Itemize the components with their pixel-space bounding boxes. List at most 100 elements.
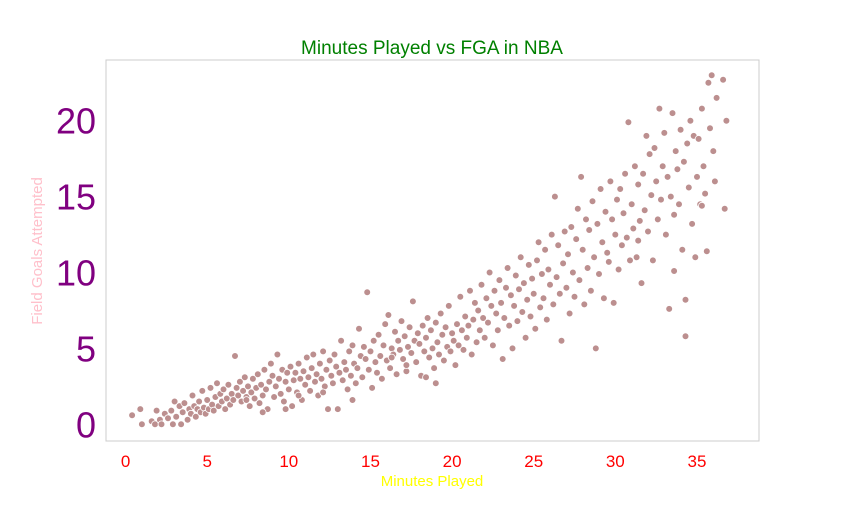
data-point <box>485 268 494 277</box>
data-point <box>665 305 673 313</box>
data-point <box>330 350 339 359</box>
data-point <box>500 314 509 322</box>
data-point <box>539 294 548 303</box>
data-point <box>329 379 337 388</box>
data-point <box>542 315 551 324</box>
data-point <box>312 370 321 379</box>
data-point <box>392 370 401 379</box>
data-point <box>440 356 448 365</box>
plot-frame <box>105 59 760 442</box>
points-layer <box>128 71 731 429</box>
data-point <box>484 318 492 327</box>
data-point <box>570 292 579 301</box>
data-point <box>206 384 215 392</box>
data-point <box>351 379 360 388</box>
data-point <box>188 391 197 400</box>
data-point <box>575 276 584 284</box>
data-point <box>167 406 176 415</box>
x-tick-label: 0 <box>121 452 130 471</box>
data-point <box>178 408 187 417</box>
data-point <box>528 274 536 283</box>
data-point <box>157 420 166 429</box>
data-point <box>438 330 447 339</box>
data-point <box>585 226 593 234</box>
data-point <box>198 387 207 395</box>
data-point <box>250 394 259 403</box>
data-point <box>637 279 646 287</box>
data-point <box>562 283 571 292</box>
data-point <box>324 405 332 413</box>
data-point <box>397 317 406 325</box>
data-point <box>706 124 714 133</box>
data-point <box>369 336 378 345</box>
data-point <box>234 391 243 400</box>
data-point <box>236 377 244 386</box>
data-point <box>302 353 311 362</box>
data-point <box>180 399 189 407</box>
y-tick-label: 0 <box>76 404 96 445</box>
data-point <box>547 230 556 239</box>
data-point <box>418 321 427 330</box>
data-point <box>311 377 319 386</box>
data-point <box>559 259 567 268</box>
data-point <box>666 192 675 201</box>
data-point <box>495 276 504 284</box>
data-point <box>603 249 611 257</box>
data-point <box>347 371 355 380</box>
data-point <box>546 280 554 289</box>
data-point <box>386 364 394 372</box>
data-point <box>640 206 649 215</box>
data-point <box>404 343 412 351</box>
data-point <box>467 350 476 359</box>
data-point <box>693 173 701 181</box>
data-point <box>644 227 652 236</box>
data-point <box>650 144 659 152</box>
data-point <box>435 350 443 359</box>
data-point <box>631 162 639 171</box>
data-point <box>296 374 305 383</box>
data-point <box>360 343 368 351</box>
data-point <box>577 173 585 181</box>
data-point <box>376 352 385 360</box>
data-point <box>368 384 376 392</box>
data-point <box>322 365 331 374</box>
data-point <box>289 376 298 385</box>
data-point <box>464 321 473 330</box>
data-point <box>583 264 592 272</box>
data-point <box>413 329 422 338</box>
data-point <box>518 308 527 316</box>
data-point <box>536 303 544 312</box>
data-point <box>529 289 538 298</box>
y-tick-label: 15 <box>56 177 96 218</box>
data-point <box>668 109 677 117</box>
data-point <box>183 415 192 424</box>
data-point <box>524 261 533 269</box>
data-point <box>441 323 450 332</box>
data-point <box>580 300 589 309</box>
data-point <box>281 377 290 386</box>
data-point <box>260 365 269 374</box>
data-point <box>422 333 430 342</box>
data-point <box>381 320 390 328</box>
data-point <box>294 359 303 368</box>
data-point <box>632 253 641 262</box>
data-point <box>608 215 616 224</box>
data-point <box>688 220 696 228</box>
data-point <box>458 326 466 335</box>
data-point <box>658 162 667 171</box>
y-tick-label: 5 <box>76 328 96 369</box>
data-point <box>409 297 417 306</box>
data-point <box>363 288 372 297</box>
data-point <box>420 347 429 356</box>
data-point <box>611 230 620 239</box>
data-point <box>317 374 326 383</box>
data-point <box>567 223 576 231</box>
data-point <box>244 382 252 391</box>
data-point <box>704 79 713 87</box>
data-point <box>268 371 277 380</box>
data-point <box>332 362 341 371</box>
data-point <box>245 402 254 410</box>
data-point <box>258 408 267 417</box>
data-point <box>219 385 228 394</box>
data-point <box>281 405 290 413</box>
